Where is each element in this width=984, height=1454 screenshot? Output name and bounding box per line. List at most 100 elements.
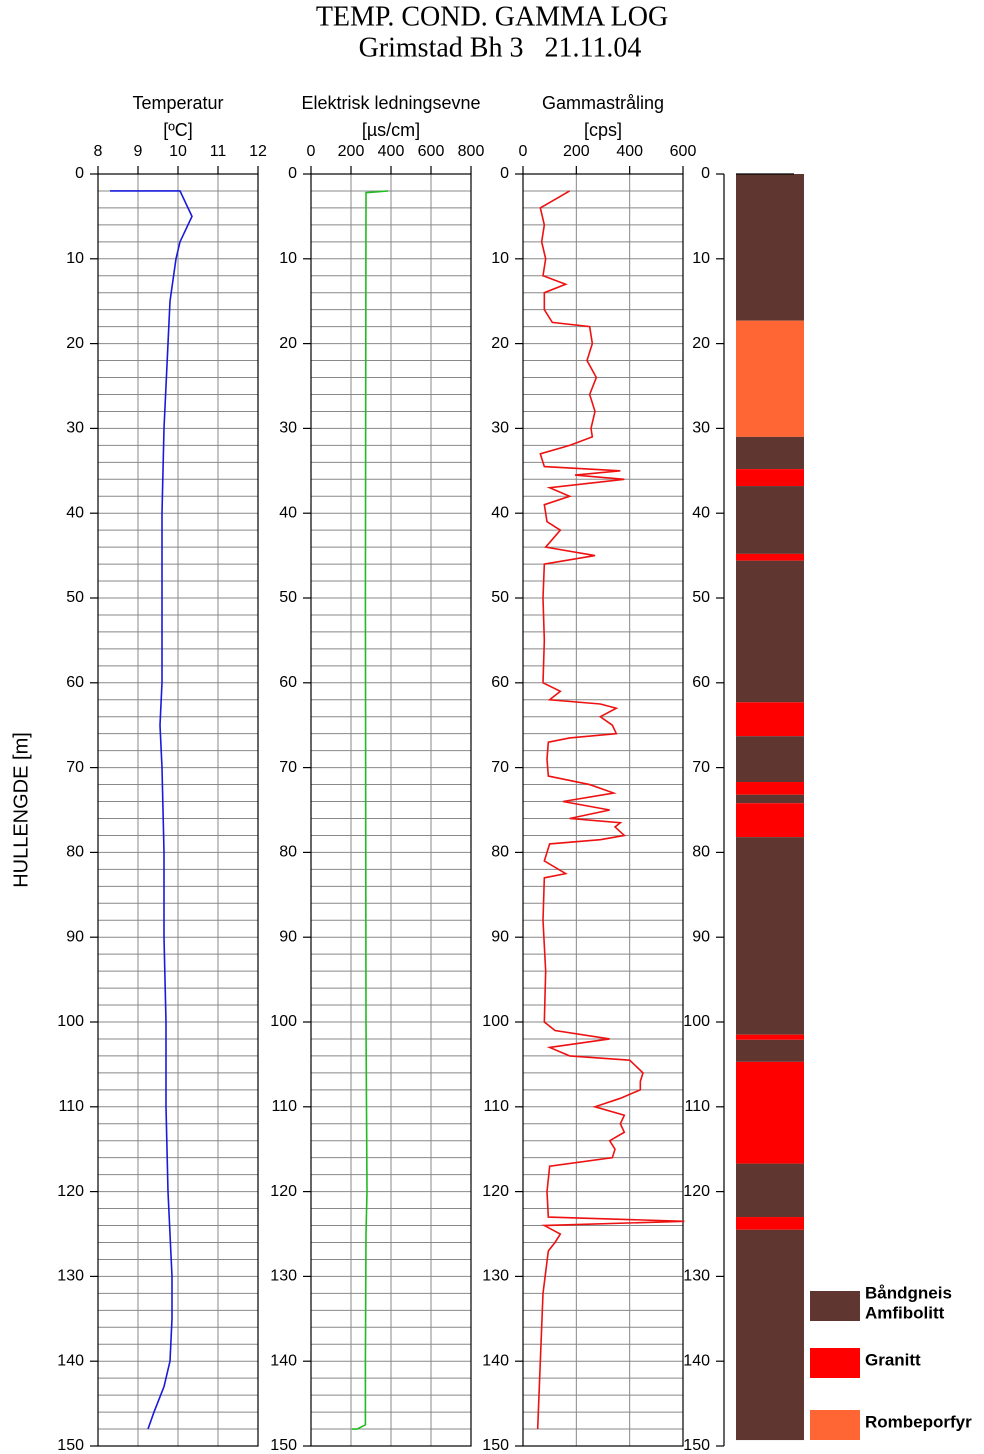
layer — [736, 1229, 804, 1441]
data-line — [536, 190, 685, 1430]
layer — [736, 803, 804, 838]
layer — [736, 1034, 804, 1040]
y-tick-label: 20 — [692, 335, 710, 352]
y-tick-label: 40 — [66, 504, 84, 521]
layer — [736, 736, 804, 783]
y-tick-label: 40 — [692, 504, 710, 521]
layer — [736, 560, 804, 703]
y-tick-label: 60 — [279, 674, 297, 691]
layer — [736, 1163, 804, 1218]
y-tick-label: 50 — [692, 589, 710, 606]
x-tick-label: 8 — [94, 143, 103, 160]
x-tick-label: 200 — [338, 143, 365, 160]
y-tick-label: 110 — [684, 1098, 710, 1115]
panel-unit: [cps] — [584, 120, 622, 140]
plot-frame — [522, 173, 684, 1447]
y-tick-label: 110 — [58, 1098, 84, 1115]
x-tick-label: 10 — [169, 143, 187, 160]
layer — [736, 782, 804, 795]
y-tick-label: 130 — [57, 1268, 84, 1285]
layer — [736, 1217, 804, 1230]
y-tick-label: 130 — [270, 1268, 297, 1285]
y-tick-label: 30 — [279, 420, 297, 437]
y-tick-label: 50 — [66, 589, 84, 606]
y-tick-label: 120 — [57, 1183, 84, 1200]
y-tick-label: 70 — [66, 759, 84, 776]
layer — [736, 1039, 804, 1062]
y-tick-label: 150 — [270, 1437, 297, 1454]
y-tick-label: 80 — [692, 844, 710, 861]
panel-title: Temperatur — [132, 93, 223, 113]
y-tick-label: 130 — [482, 1268, 509, 1285]
layer — [736, 794, 804, 804]
y-tick-label: 60 — [491, 674, 509, 691]
data-line — [110, 190, 193, 1430]
y-tick-label: 30 — [692, 420, 710, 437]
y-tick-label: 60 — [66, 674, 84, 691]
layer — [736, 174, 804, 321]
y-tick-label: 10 — [66, 250, 84, 267]
y-tick-label: 50 — [491, 589, 509, 606]
y-tick-label: 80 — [279, 844, 297, 861]
x-tick-label: 11 — [210, 143, 227, 160]
y-tick-label: 70 — [279, 759, 297, 776]
legend-label: Rombeporfyr — [865, 1412, 972, 1431]
y-tick-label: 20 — [491, 335, 509, 352]
x-tick-label: 400 — [616, 143, 643, 160]
y-tick-label: 150 — [482, 1437, 509, 1454]
legend-swatch — [810, 1291, 860, 1321]
layer — [736, 1061, 804, 1164]
panel-title: Elektrisk ledningsevne — [301, 93, 480, 113]
y-tick-label: 30 — [66, 420, 84, 437]
y-tick-label: 10 — [491, 250, 509, 267]
panel-unit: [ºC] — [163, 120, 193, 140]
y-tick-label: 110 — [483, 1098, 509, 1115]
layer — [736, 702, 804, 737]
layer — [736, 469, 804, 487]
y-tick-label: 10 — [279, 250, 297, 267]
legend-label: Båndgneis — [865, 1283, 952, 1302]
y-tick-label: 0 — [701, 165, 710, 182]
x-tick-label: 600 — [670, 143, 697, 160]
y-tick-label: 140 — [57, 1352, 84, 1369]
plot-frame — [310, 173, 472, 1447]
y-tick-label: 0 — [500, 165, 509, 182]
y-tick-label: 80 — [491, 844, 509, 861]
x-tick-label: 0 — [519, 143, 528, 160]
y-tick-label: 90 — [66, 928, 84, 945]
y-tick-label: 140 — [270, 1352, 297, 1369]
y-tick-label: 120 — [482, 1183, 509, 1200]
y-tick-label: 60 — [692, 674, 710, 691]
y-tick-label: 20 — [66, 335, 84, 352]
y-tick-label: 30 — [491, 420, 509, 437]
y-tick-label: 70 — [491, 759, 509, 776]
legend-label: Granitt — [865, 1350, 921, 1369]
y-tick-label: 120 — [270, 1183, 297, 1200]
y-tick-label: 90 — [491, 928, 509, 945]
x-tick-label: 200 — [563, 143, 590, 160]
x-tick-label: 0 — [307, 143, 316, 160]
y-tick-label: 150 — [57, 1437, 84, 1454]
y-tick-label: 120 — [683, 1183, 710, 1200]
layer — [736, 553, 804, 561]
y-tick-label: 130 — [683, 1268, 710, 1285]
y-tick-label: 110 — [271, 1098, 297, 1115]
y-tick-label: 10 — [692, 250, 710, 267]
chart-title: TEMP. COND. GAMMA LOG — [316, 1, 668, 32]
y-tick-label: 90 — [279, 928, 297, 945]
legend-swatch — [810, 1410, 860, 1440]
panel-unit: [µs/cm] — [362, 120, 420, 140]
legend-label: Amfibolitt — [865, 1303, 945, 1322]
layer — [736, 837, 804, 1035]
y-tick-label: 140 — [482, 1352, 509, 1369]
y-tick-label: 20 — [279, 335, 297, 352]
panel-title: Gammastråling — [542, 93, 664, 113]
y-tick-label: 40 — [491, 504, 509, 521]
y-tick-label: 90 — [692, 928, 710, 945]
y-tick-label: 100 — [683, 1013, 710, 1030]
data-line — [352, 190, 389, 1430]
y-tick-label: 140 — [683, 1352, 710, 1369]
plot-frame — [97, 173, 259, 1447]
x-tick-label: 9 — [134, 143, 143, 160]
y-tick-label: 100 — [270, 1013, 297, 1030]
